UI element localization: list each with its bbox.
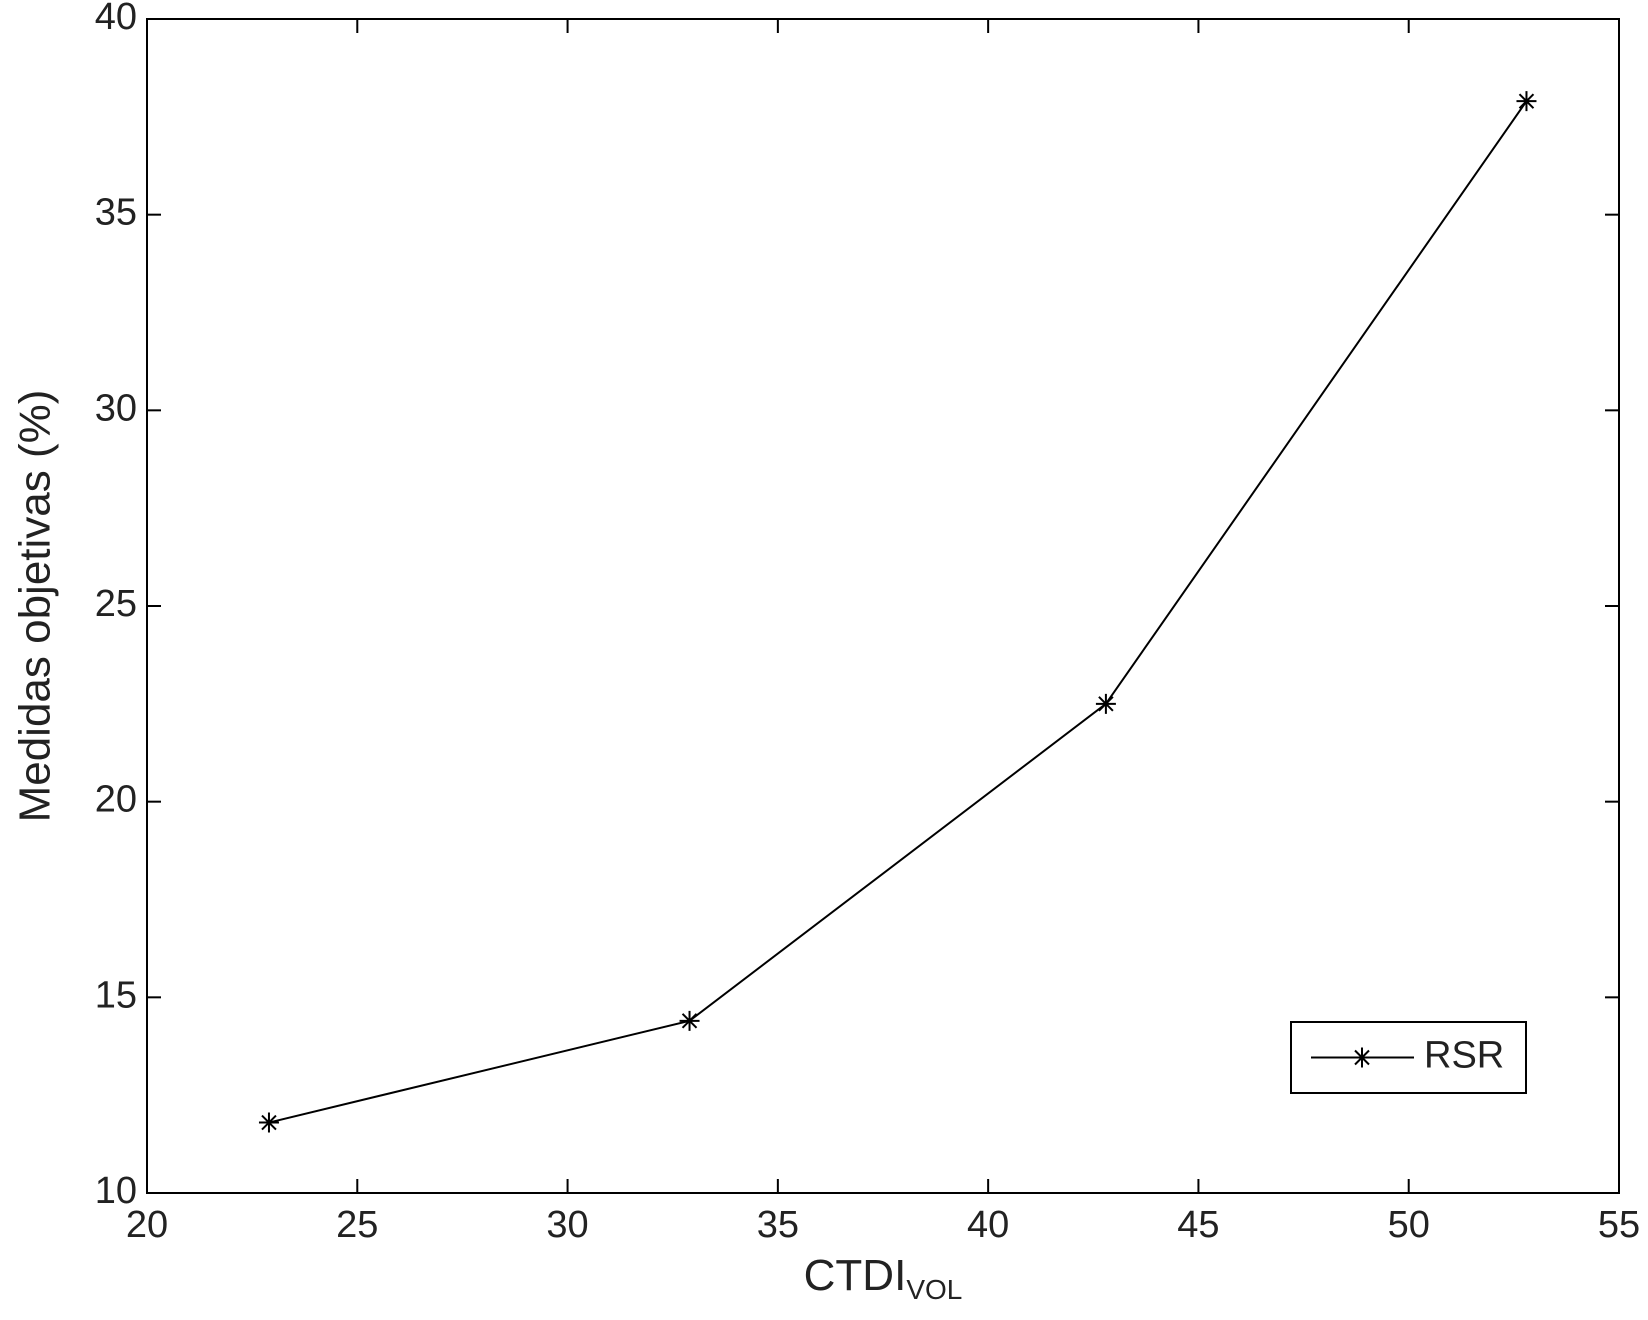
y-tick-label: 30 [95,387,137,429]
y-tick-label: 15 [95,974,137,1016]
y-tick-label: 35 [95,192,137,234]
marker-stroke [258,1112,279,1133]
data-point [1095,693,1116,714]
x-tick-label: 40 [967,1204,1009,1246]
y-tick-label: 40 [95,0,137,38]
series-line [268,100,1528,1124]
y-tick-label: 25 [95,583,137,625]
y-axis-label: Medidas objetivas (%) [11,390,60,823]
x-axis-label-main: CTDI [804,1251,907,1300]
marker-stroke [1095,693,1116,714]
marker-stroke [1516,91,1537,112]
data-point [258,1112,279,1133]
marker-stroke [679,1010,700,1031]
legend-marker [1352,1047,1372,1068]
legend-label: RSR [1424,1035,1504,1077]
data-point [1516,91,1537,112]
x-tick-label: 55 [1598,1204,1640,1246]
x-tick-label: 35 [757,1204,799,1246]
x-axis-label-subscript: VOL [906,1274,962,1305]
x-tick-label: 25 [336,1204,378,1246]
marker-stroke [1352,1047,1372,1068]
x-tick-label: 50 [1388,1204,1430,1246]
data-point [679,1010,700,1031]
x-tick-label: 30 [546,1204,588,1246]
plot-frame [146,18,1620,1194]
y-tick-label: 10 [95,1170,137,1212]
x-tick-label: 45 [1177,1204,1219,1246]
y-tick-label: 20 [95,779,137,821]
x-axis-label: CTDIVOL [804,1251,963,1306]
x-tick-label: 20 [126,1204,168,1246]
